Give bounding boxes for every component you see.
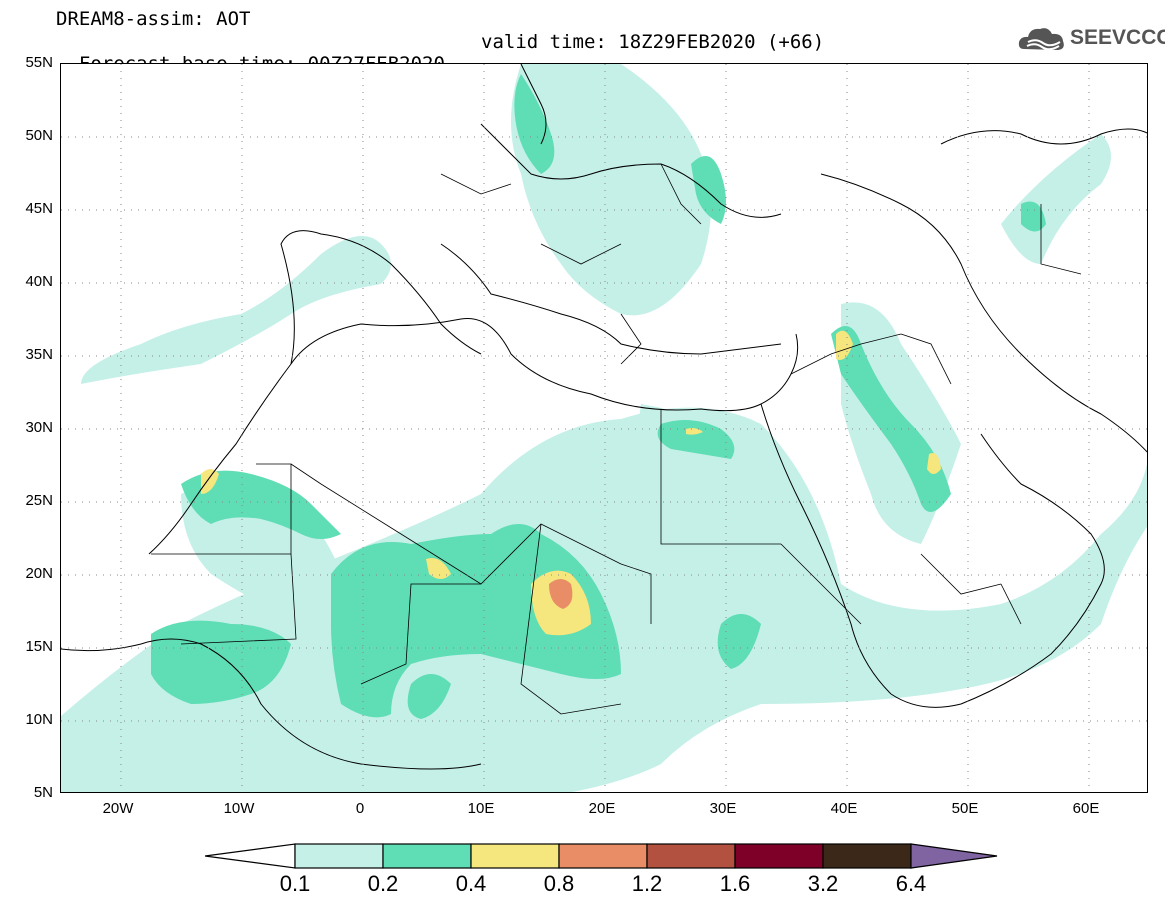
lat-tick-label: 15N — [25, 638, 53, 655]
lon-tick-label: 20E — [588, 800, 616, 817]
colorbar-label: 1.2 — [631, 871, 663, 896]
colorbar-label: 6.4 — [895, 871, 927, 896]
graticule — [61, 64, 1147, 792]
lon-tick-label: 10E — [467, 800, 495, 817]
lat-tick-label: 45N — [25, 200, 53, 217]
colorbar — [205, 843, 998, 869]
lon-tick-label: 20W — [102, 800, 134, 817]
colorbar-swatch — [294, 843, 384, 869]
colorbar-swatch — [382, 843, 472, 869]
lon-tick-label: 0 — [355, 800, 365, 817]
lon-tick-label: 30E — [709, 800, 737, 817]
country-borders — [151, 163, 1082, 715]
colorbar-label: 0.1 — [279, 871, 311, 896]
colorbar-under-arrow — [205, 843, 296, 869]
colorbar-swatch — [822, 843, 912, 869]
aot-map — [61, 64, 1147, 792]
aot-0.2-0.4-fill — [151, 74, 1046, 719]
cloud-icon — [1018, 28, 1064, 51]
colorbar-swatch — [734, 843, 824, 869]
lat-tick-label: 40N — [25, 273, 53, 290]
colorbar-swatch — [558, 843, 648, 869]
lon-tick-label: 50E — [951, 800, 979, 817]
colorbar-swatch — [470, 843, 560, 869]
colorbar-over-arrow — [910, 843, 998, 869]
colorbar-swatch — [646, 843, 736, 869]
lat-tick-label: 30N — [25, 419, 53, 436]
lat-tick-label: 25N — [25, 492, 53, 509]
seevccc-logo: SEEVCCC — [1016, 22, 1165, 56]
map-panel[interactable] — [60, 63, 1148, 793]
aot-0.8-1.2-fill — [549, 579, 573, 609]
colorbar-label: 0.2 — [367, 871, 399, 896]
lon-tick-label: 40E — [830, 800, 858, 817]
lon-tick-label: 60E — [1072, 800, 1100, 817]
colorbar-label: 0.4 — [455, 871, 487, 896]
logo-text: SEEVCCC — [1070, 26, 1165, 49]
lat-tick-label: 35N — [25, 346, 53, 363]
colorbar-label: 3.2 — [807, 871, 839, 896]
lat-tick-label: 55N — [25, 54, 53, 71]
lat-tick-label: 5N — [33, 784, 53, 801]
lat-tick-label: 50N — [25, 127, 53, 144]
lon-tick-label: 10W — [223, 800, 255, 817]
colorbar-label: 0.8 — [543, 871, 575, 896]
chart-title: DREAM8-assim: AOT — [56, 8, 251, 30]
lat-tick-label: 20N — [25, 565, 53, 582]
lat-tick-label: 10N — [25, 711, 53, 728]
coastlines — [61, 64, 1147, 770]
valid-time-text: valid time: 18Z29FEB2020 (+66) — [481, 31, 825, 53]
colorbar-label: 1.6 — [719, 871, 751, 896]
